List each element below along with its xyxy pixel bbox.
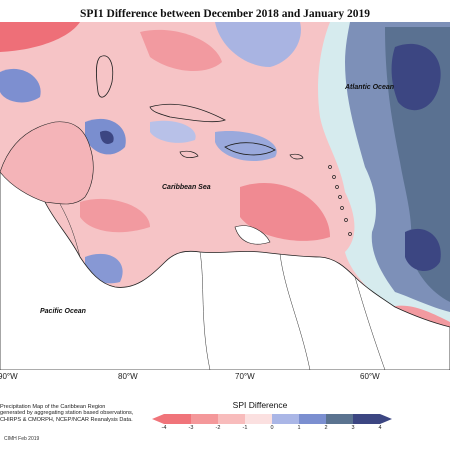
credit-text: CIMH Feb 2019 — [4, 436, 40, 442]
legend-tick-label: 0 — [270, 425, 274, 431]
dry-area-north — [140, 29, 222, 72]
hispaniola-outline — [224, 142, 276, 156]
dry-area-central — [80, 198, 150, 233]
legend-tick-label: 4 — [378, 425, 382, 431]
atlantic-core-south — [405, 228, 441, 272]
florida-outline — [95, 55, 114, 98]
legend-tick-label: -4 — [161, 425, 167, 431]
country-borders — [59, 203, 386, 370]
atlantic-core-north — [391, 43, 441, 111]
map-title: SPI1 Difference between December 2018 an… — [80, 8, 370, 20]
longitude-label-80w: 80°W — [118, 372, 138, 381]
legend-left-arrow — [152, 414, 164, 424]
jamaica-outline — [179, 150, 199, 158]
note-line: Precipitation Map of the Caribbean Regio… — [0, 404, 106, 410]
legend-tick-label: -1 — [242, 425, 248, 431]
longitude-label-90w: 90°W — [0, 372, 18, 381]
legend-swatch — [326, 414, 353, 424]
label-atlantic-ocean: Atlantic Ocean — [345, 84, 395, 91]
legend-tick-label: -2 — [215, 425, 221, 431]
label-caribbean-sea: Caribbean Sea — [162, 184, 211, 191]
lesser-antilles — [328, 165, 352, 236]
longitude-label-70w: 70°W — [235, 372, 255, 381]
longitude-label-60w: 60°W — [360, 372, 380, 381]
mexico-central-america-shaded — [0, 121, 94, 205]
legend-swatch — [245, 414, 272, 424]
legend-title: SPI Difference — [232, 400, 288, 410]
legend-tick-label: -3 — [188, 425, 194, 431]
legend-swatch — [218, 414, 245, 424]
note-line: CHIRPS & CMORPH, NCEP/NCAR Reanalysis Da… — [0, 416, 133, 423]
legend-swatch — [272, 414, 299, 424]
legend-swatch — [353, 414, 380, 424]
legend-tick-label: 3 — [351, 425, 355, 431]
legend-swatch — [164, 414, 191, 424]
lake-maracaibo — [234, 225, 271, 245]
legend-tick-label: 2 — [324, 425, 328, 431]
spi-difference-map — [0, 22, 450, 370]
legend-swatch — [299, 414, 326, 424]
wet-area-florida-west — [0, 68, 41, 103]
cuba-outline — [149, 103, 226, 123]
legend-color-bar — [152, 414, 392, 424]
map-description: Precipitation Map of the Caribbean Regio… — [0, 404, 133, 423]
note-line: generated by aggregating station based o… — [0, 410, 134, 417]
legend-right-arrow — [380, 414, 392, 424]
wet-area-cuba — [150, 120, 196, 143]
legend-tick-label: 1 — [297, 425, 301, 431]
strong-wet-core-yucatan — [100, 130, 114, 144]
puerto-rico-outline — [289, 153, 304, 160]
wet-area-hispaniola — [215, 131, 277, 162]
legend-swatch — [191, 414, 218, 424]
label-pacific-ocean: Pacific Ocean — [40, 308, 86, 315]
dry-area-venezuela — [240, 183, 330, 241]
strong-dry-area-nw — [0, 22, 80, 52]
wet-area-north-bahamas — [215, 22, 301, 67]
